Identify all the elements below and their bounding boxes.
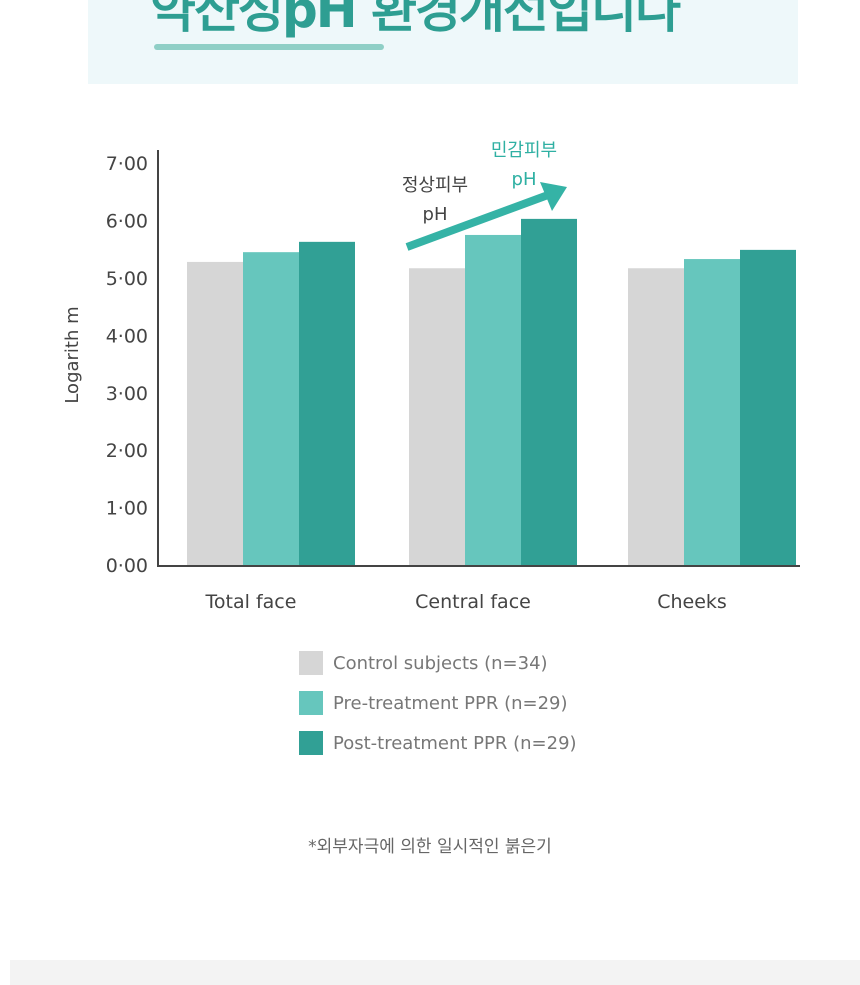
bottom-band: [10, 960, 860, 985]
y-tick-label: 2·00: [106, 440, 148, 462]
x-tick-label: Cheeks: [657, 591, 727, 613]
footnote: *외부자극에 의한 일시적인 붉은기: [308, 837, 552, 857]
bar: [628, 268, 684, 565]
y-tick-label: 5·00: [106, 268, 148, 290]
legend-item: Post-treatment PPR (n=29): [299, 723, 577, 763]
legend-swatch: [299, 691, 323, 715]
bar-chart: 0·00 1·00 2·00 3·00 4·00 5·00 6·00 7·00 Logarith…: [62, 140, 800, 613]
bar: [243, 252, 299, 566]
y-tick-label: 3·00: [106, 383, 148, 405]
normal-ph-label: pH: [423, 204, 448, 225]
legend: Control subjects (n=34) Pre-treatment PPR…: [299, 643, 577, 763]
title-banner: [88, 0, 798, 84]
bar: [521, 218, 577, 566]
legend-swatch: [299, 731, 323, 755]
bar: [684, 259, 740, 565]
y-tick-label: 6·00: [106, 211, 148, 233]
sensitive-ph-label: pH: [512, 169, 537, 190]
legend-item: Control subjects (n=34): [299, 643, 577, 683]
y-tick-label: 0·00: [106, 555, 148, 577]
sensitive-skin-label: 민감피부: [491, 140, 557, 161]
legend-item: Pre-treatment PPR (n=29): [299, 683, 577, 723]
title-underline: [154, 44, 384, 50]
trend-arrow-head: [540, 182, 567, 211]
y-tick-label: 7·00: [106, 153, 148, 175]
y-axis-label: Logarith m: [62, 306, 83, 403]
legend-label: Control subjects (n=34): [333, 652, 548, 674]
y-tick-label: 4·00: [106, 325, 148, 347]
bar: [409, 268, 465, 565]
bar: [740, 249, 796, 565]
page-title: 약산성pH 환경개선입니다: [150, 0, 681, 39]
legend-label: Pre-treatment PPR (n=29): [333, 692, 568, 714]
bar: [187, 261, 243, 565]
normal-skin-label: 정상피부: [402, 175, 468, 196]
x-tick-label: Total face: [205, 591, 297, 613]
trend-arrow: [405, 191, 550, 251]
bar: [465, 234, 521, 565]
x-tick-label: Central face: [415, 591, 531, 613]
bar: [299, 241, 355, 565]
legend-label: Post-treatment PPR (n=29): [333, 732, 577, 754]
legend-swatch: [299, 651, 323, 675]
y-tick-label: 1·00: [106, 498, 148, 520]
